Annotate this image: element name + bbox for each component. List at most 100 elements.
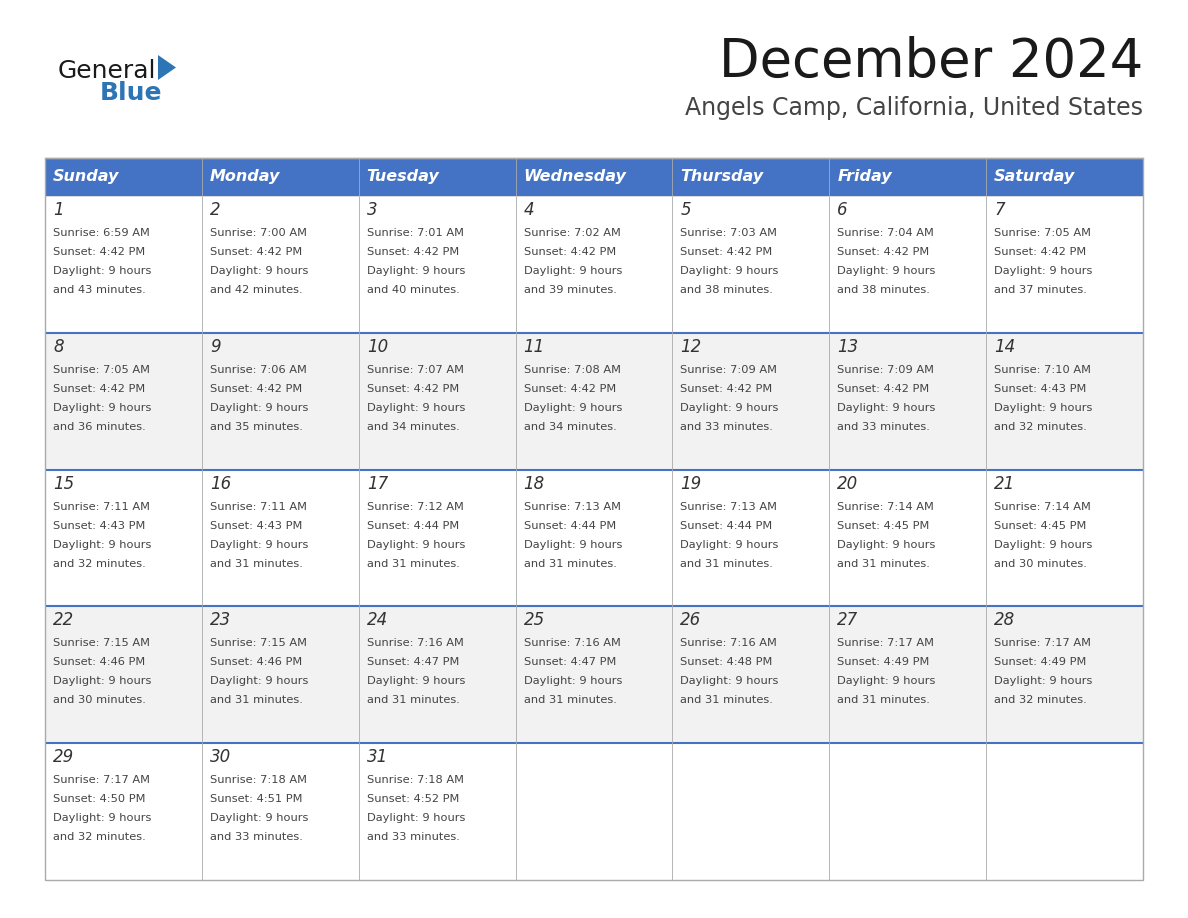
Text: and 33 minutes.: and 33 minutes. [681, 421, 773, 431]
Text: Sunrise: 7:05 AM: Sunrise: 7:05 AM [994, 228, 1091, 238]
Text: Daylight: 9 hours: Daylight: 9 hours [524, 403, 623, 413]
Text: Daylight: 9 hours: Daylight: 9 hours [367, 266, 465, 276]
Text: and 34 minutes.: and 34 minutes. [367, 421, 460, 431]
Text: Sunset: 4:42 PM: Sunset: 4:42 PM [838, 384, 929, 394]
Text: Sunrise: 7:13 AM: Sunrise: 7:13 AM [681, 501, 777, 511]
Text: Sunrise: 7:13 AM: Sunrise: 7:13 AM [524, 501, 620, 511]
Text: Sunset: 4:42 PM: Sunset: 4:42 PM [210, 247, 302, 257]
Text: 3: 3 [367, 201, 378, 219]
Text: and 32 minutes.: and 32 minutes. [53, 558, 146, 568]
Text: Sunset: 4:42 PM: Sunset: 4:42 PM [994, 247, 1086, 257]
Text: Daylight: 9 hours: Daylight: 9 hours [838, 677, 936, 687]
Text: Daylight: 9 hours: Daylight: 9 hours [994, 540, 1093, 550]
Text: Saturday: Saturday [994, 170, 1075, 185]
Text: 15: 15 [53, 475, 74, 493]
Text: Daylight: 9 hours: Daylight: 9 hours [53, 540, 151, 550]
Text: 23: 23 [210, 611, 232, 630]
Text: Sunset: 4:48 PM: Sunset: 4:48 PM [681, 657, 773, 667]
Text: Sunrise: 7:12 AM: Sunrise: 7:12 AM [367, 501, 463, 511]
Text: Thursday: Thursday [681, 170, 764, 185]
Text: Daylight: 9 hours: Daylight: 9 hours [367, 677, 465, 687]
Text: Sunrise: 7:11 AM: Sunrise: 7:11 AM [53, 501, 150, 511]
Text: 28: 28 [994, 611, 1016, 630]
Text: Sunset: 4:44 PM: Sunset: 4:44 PM [524, 521, 615, 531]
Text: and 30 minutes.: and 30 minutes. [994, 558, 1087, 568]
Text: Sunset: 4:49 PM: Sunset: 4:49 PM [838, 657, 930, 667]
Text: 6: 6 [838, 201, 848, 219]
Text: Sunrise: 7:14 AM: Sunrise: 7:14 AM [838, 501, 934, 511]
Text: Sunrise: 7:03 AM: Sunrise: 7:03 AM [681, 228, 777, 238]
Text: 11: 11 [524, 338, 545, 356]
Text: Sunset: 4:47 PM: Sunset: 4:47 PM [367, 657, 459, 667]
Text: Daylight: 9 hours: Daylight: 9 hours [681, 403, 779, 413]
Text: Daylight: 9 hours: Daylight: 9 hours [838, 266, 936, 276]
Text: 5: 5 [681, 201, 691, 219]
Text: Sunrise: 7:18 AM: Sunrise: 7:18 AM [367, 775, 463, 785]
Text: Sunrise: 7:08 AM: Sunrise: 7:08 AM [524, 364, 620, 375]
Text: Sunset: 4:43 PM: Sunset: 4:43 PM [53, 521, 145, 531]
Text: Sunrise: 7:16 AM: Sunrise: 7:16 AM [367, 638, 463, 648]
Text: Sunrise: 7:15 AM: Sunrise: 7:15 AM [53, 638, 150, 648]
Text: Daylight: 9 hours: Daylight: 9 hours [53, 813, 151, 823]
Bar [45, 196, 1143, 333]
Text: Daylight: 9 hours: Daylight: 9 hours [53, 403, 151, 413]
Text: 30: 30 [210, 748, 232, 767]
Text: Sunset: 4:42 PM: Sunset: 4:42 PM [524, 384, 615, 394]
Text: 10: 10 [367, 338, 388, 356]
Text: and 31 minutes.: and 31 minutes. [681, 696, 773, 705]
Text: and 31 minutes.: and 31 minutes. [210, 696, 303, 705]
Text: Sunset: 4:42 PM: Sunset: 4:42 PM [367, 384, 459, 394]
Text: Sunrise: 7:06 AM: Sunrise: 7:06 AM [210, 364, 307, 375]
Text: 18: 18 [524, 475, 545, 493]
Text: Sunrise: 7:07 AM: Sunrise: 7:07 AM [367, 364, 463, 375]
Text: Sunset: 4:43 PM: Sunset: 4:43 PM [210, 521, 302, 531]
Text: Sunset: 4:42 PM: Sunset: 4:42 PM [681, 384, 772, 394]
Text: Sunset: 4:45 PM: Sunset: 4:45 PM [838, 521, 930, 531]
Text: Daylight: 9 hours: Daylight: 9 hours [53, 677, 151, 687]
Text: Sunset: 4:52 PM: Sunset: 4:52 PM [367, 794, 459, 804]
Text: 9: 9 [210, 338, 221, 356]
Text: Daylight: 9 hours: Daylight: 9 hours [367, 403, 465, 413]
Text: Sunset: 4:46 PM: Sunset: 4:46 PM [53, 657, 145, 667]
Text: 16: 16 [210, 475, 232, 493]
Text: Daylight: 9 hours: Daylight: 9 hours [838, 403, 936, 413]
Text: and 31 minutes.: and 31 minutes. [524, 696, 617, 705]
Text: Sunday: Sunday [53, 170, 119, 185]
Text: Sunrise: 7:09 AM: Sunrise: 7:09 AM [681, 364, 777, 375]
Text: Sunset: 4:44 PM: Sunset: 4:44 PM [681, 521, 772, 531]
Text: Sunrise: 7:15 AM: Sunrise: 7:15 AM [210, 638, 307, 648]
Text: Daylight: 9 hours: Daylight: 9 hours [994, 403, 1093, 413]
Text: and 31 minutes.: and 31 minutes. [367, 558, 460, 568]
Text: and 31 minutes.: and 31 minutes. [838, 558, 930, 568]
Text: Sunset: 4:47 PM: Sunset: 4:47 PM [524, 657, 615, 667]
Text: and 33 minutes.: and 33 minutes. [210, 833, 303, 842]
Text: 12: 12 [681, 338, 702, 356]
Text: Daylight: 9 hours: Daylight: 9 hours [367, 813, 465, 823]
Text: and 35 minutes.: and 35 minutes. [210, 421, 303, 431]
Text: Angels Camp, California, United States: Angels Camp, California, United States [685, 96, 1143, 120]
Text: Sunset: 4:49 PM: Sunset: 4:49 PM [994, 657, 1087, 667]
Text: and 31 minutes.: and 31 minutes. [838, 696, 930, 705]
Text: Sunrise: 7:17 AM: Sunrise: 7:17 AM [53, 775, 150, 785]
Text: 13: 13 [838, 338, 859, 356]
Text: Sunset: 4:44 PM: Sunset: 4:44 PM [367, 521, 459, 531]
Text: Sunrise: 7:10 AM: Sunrise: 7:10 AM [994, 364, 1091, 375]
Text: Daylight: 9 hours: Daylight: 9 hours [210, 403, 308, 413]
Text: Friday: Friday [838, 170, 892, 185]
Text: Sunset: 4:42 PM: Sunset: 4:42 PM [367, 247, 459, 257]
Text: 31: 31 [367, 748, 388, 767]
Text: Daylight: 9 hours: Daylight: 9 hours [994, 266, 1093, 276]
Text: Daylight: 9 hours: Daylight: 9 hours [994, 677, 1093, 687]
Text: and 38 minutes.: and 38 minutes. [681, 285, 773, 295]
Bar [45, 333, 1143, 470]
Text: and 30 minutes.: and 30 minutes. [53, 696, 146, 705]
Text: Daylight: 9 hours: Daylight: 9 hours [367, 540, 465, 550]
Text: 4: 4 [524, 201, 535, 219]
Text: Sunrise: 7:18 AM: Sunrise: 7:18 AM [210, 775, 307, 785]
Text: Sunset: 4:42 PM: Sunset: 4:42 PM [53, 247, 145, 257]
Bar [45, 607, 1143, 744]
Text: Daylight: 9 hours: Daylight: 9 hours [681, 540, 779, 550]
Text: Daylight: 9 hours: Daylight: 9 hours [524, 677, 623, 687]
Text: Daylight: 9 hours: Daylight: 9 hours [681, 266, 779, 276]
Text: 2: 2 [210, 201, 221, 219]
